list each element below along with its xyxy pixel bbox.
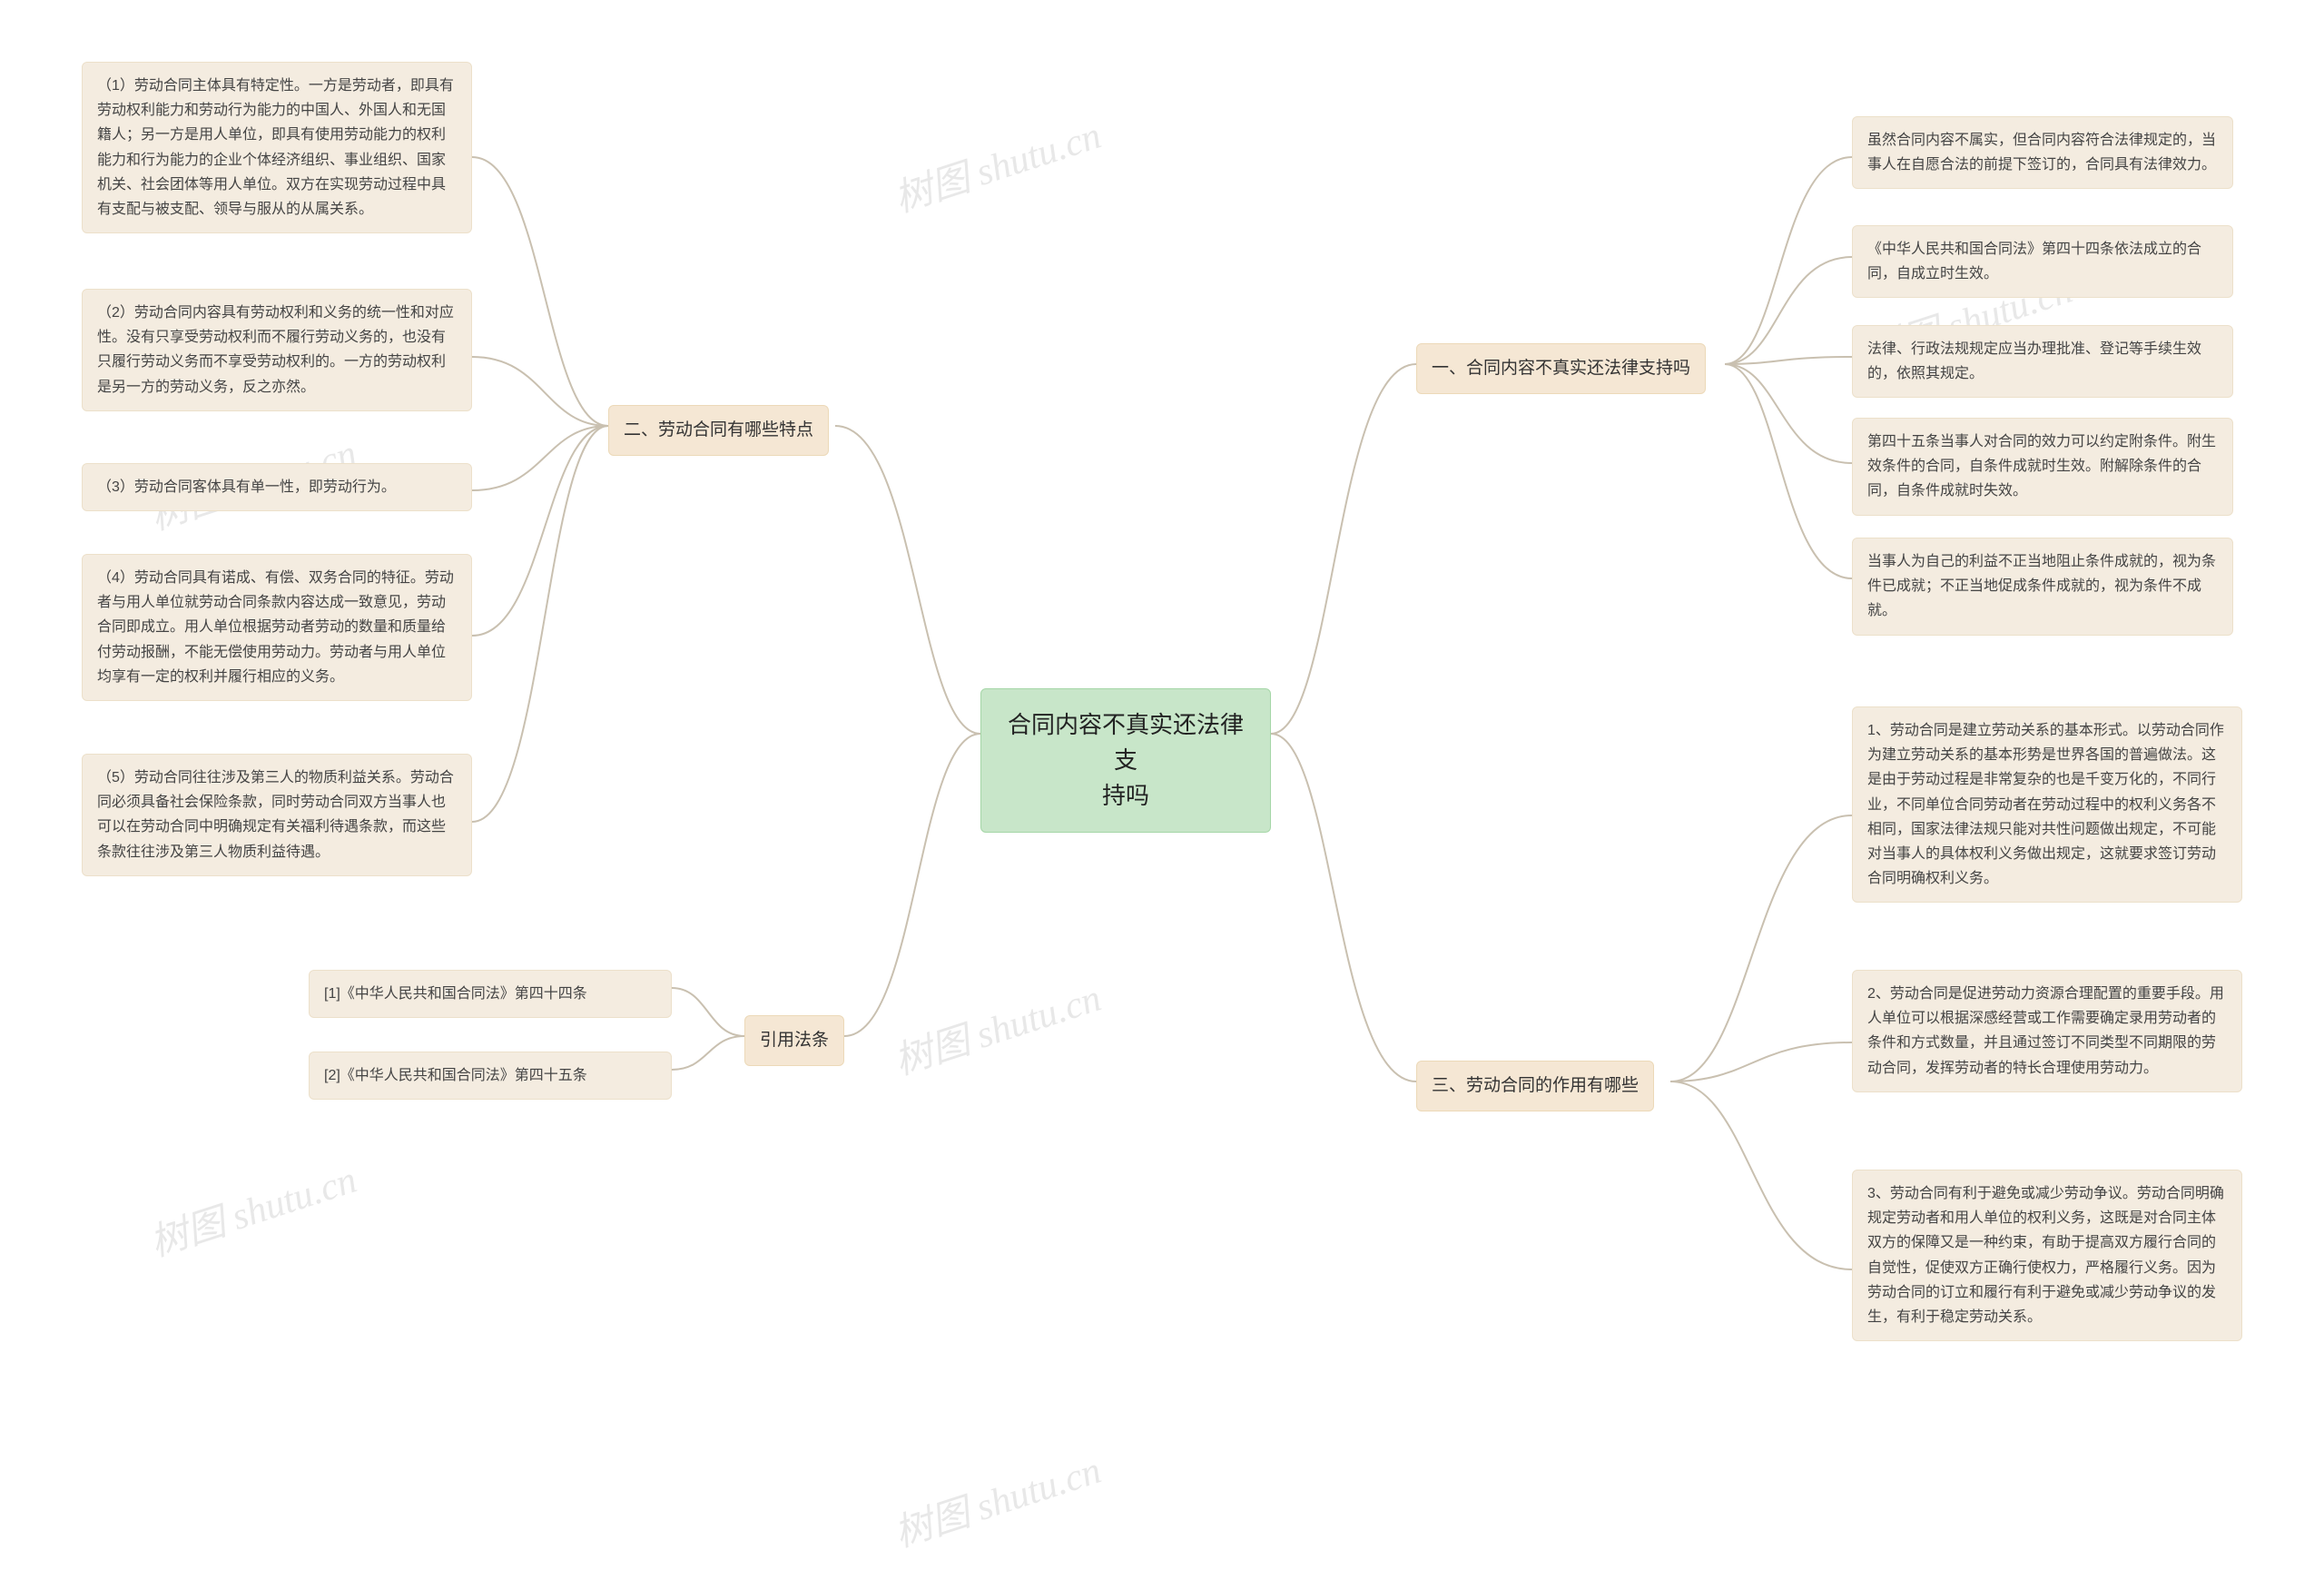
- leaf-l2-4[interactable]: （5）劳动合同往往涉及第三人的物质利益关系。劳动合同必须具备社会保险条款，同时劳…: [82, 754, 472, 876]
- leaf-l2-1[interactable]: （2）劳动合同内容具有劳动权利和义务的统一性和对应性。没有只享受劳动权利而不履行…: [82, 289, 472, 411]
- branch-cite[interactable]: 引用法条: [744, 1015, 844, 1066]
- center-node[interactable]: 合同内容不真实还法律支持吗: [980, 688, 1271, 833]
- leaf-cite-0[interactable]: [1]《中华人民共和国合同法》第四十四条: [309, 970, 672, 1018]
- leaf-r1-1[interactable]: 《中华人民共和国合同法》第四十四条依法成立的合同，自成立时生效。: [1852, 225, 2233, 298]
- leaf-l2-3[interactable]: （4）劳动合同具有诺成、有偿、双务合同的特征。劳动者与用人单位就劳动合同条款内容…: [82, 554, 472, 701]
- leaf-r1-2[interactable]: 法律、行政法规规定应当办理批准、登记等手续生效的，依照其规定。: [1852, 325, 2233, 398]
- leaf-r1-0[interactable]: 虽然合同内容不属实，但合同内容符合法律规定的，当事人在自愿合法的前提下签订的，合…: [1852, 116, 2233, 189]
- watermark: 树图 shutu.cn: [886, 967, 1107, 1086]
- leaf-r1-3[interactable]: 第四十五条当事人对合同的效力可以约定附条件。附生效条件的合同，自条件成就时生效。…: [1852, 418, 2233, 516]
- leaf-l2-0[interactable]: （1）劳动合同主体具有特定性。一方是劳动者，即具有劳动权利能力和劳动行为能力的中…: [82, 62, 472, 233]
- leaf-l2-2[interactable]: （3）劳动合同客体具有单一性，即劳动行为。: [82, 463, 472, 511]
- leaf-r3-1[interactable]: 2、劳动合同是促进劳动力资源合理配置的重要手段。用人单位可以根据深感经营或工作需…: [1852, 970, 2242, 1092]
- watermark: 树图 shutu.cn: [886, 1439, 1107, 1558]
- branch-r3[interactable]: 三、劳动合同的作用有哪些: [1416, 1061, 1654, 1111]
- branch-r1[interactable]: 一、合同内容不真实还法律支持吗: [1416, 343, 1706, 394]
- leaf-r3-0[interactable]: 1、劳动合同是建立劳动关系的基本形式。以劳动合同作为建立劳动关系的基本形势是世界…: [1852, 706, 2242, 903]
- watermark: 树图 shutu.cn: [142, 1149, 362, 1268]
- leaf-cite-1[interactable]: [2]《中华人民共和国合同法》第四十五条: [309, 1052, 672, 1100]
- branch-l2[interactable]: 二、劳动合同有哪些特点: [608, 405, 829, 456]
- center-node-text: 合同内容不真实还法律支持吗: [1008, 711, 1244, 809]
- leaf-r3-2[interactable]: 3、劳动合同有利于避免或减少劳动争议。劳动合同明确规定劳动者和用人单位的权利义务…: [1852, 1170, 2242, 1341]
- leaf-r1-4[interactable]: 当事人为自己的利益不正当地阻止条件成就的，视为条件已成就；不正当地促成条件成就的…: [1852, 538, 2233, 636]
- watermark: 树图 shutu.cn: [886, 104, 1107, 223]
